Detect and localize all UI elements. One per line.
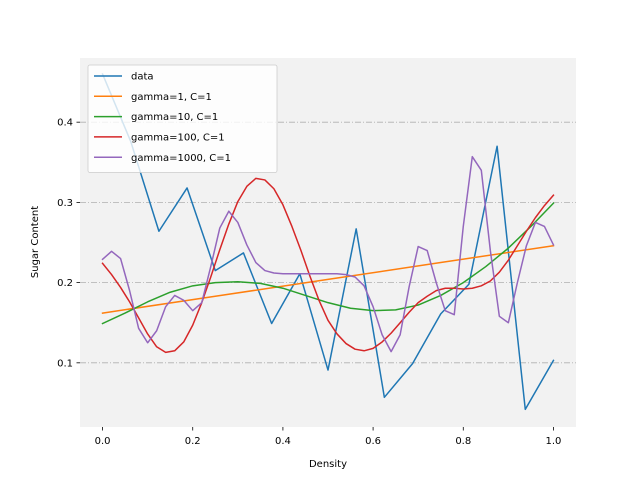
series-line-3 [101, 177, 555, 354]
x-tick-label: 1.0 [546, 436, 562, 447]
x-axis-label: Density [309, 459, 347, 470]
series-line-1 [101, 244, 555, 314]
legend-box [87, 64, 278, 173]
series-layer [101, 73, 555, 411]
series-line-0 [101, 73, 555, 411]
legend-label-4: gamma=1000, C=1 [131, 153, 231, 164]
legend: data gamma=1, C=1 gamma=10, C=1 gamma=100, … [87, 64, 278, 173]
y-axis-label: Sugar Content [30, 206, 41, 278]
x-tick-label: 0.6 [365, 436, 381, 447]
y-tick-label: 0.3 [57, 198, 73, 209]
x-tick-label: 0.0 [95, 436, 111, 447]
legend-label-0: data [131, 72, 154, 83]
y-tick-label: 0.1 [57, 358, 73, 369]
y-tick-label: 0.2 [57, 278, 73, 289]
series-line-2 [101, 202, 555, 325]
legend-label-3: gamma=100, C=1 [131, 133, 225, 144]
axes: 0.0 0.2 0.4 0.6 0.8 1.0 0.1 0.2 0.3 0.4 [57, 118, 561, 447]
legend-label-1: gamma=1, C=1 [131, 92, 212, 103]
x-tick-label: 0.2 [185, 436, 201, 447]
x-tick-label: 0.4 [275, 436, 291, 447]
legend-label-2: gamma=10, C=1 [131, 112, 218, 123]
y-tick-label: 0.4 [57, 118, 73, 129]
series-line-4 [101, 155, 555, 353]
x-tick-label: 0.8 [455, 436, 471, 447]
